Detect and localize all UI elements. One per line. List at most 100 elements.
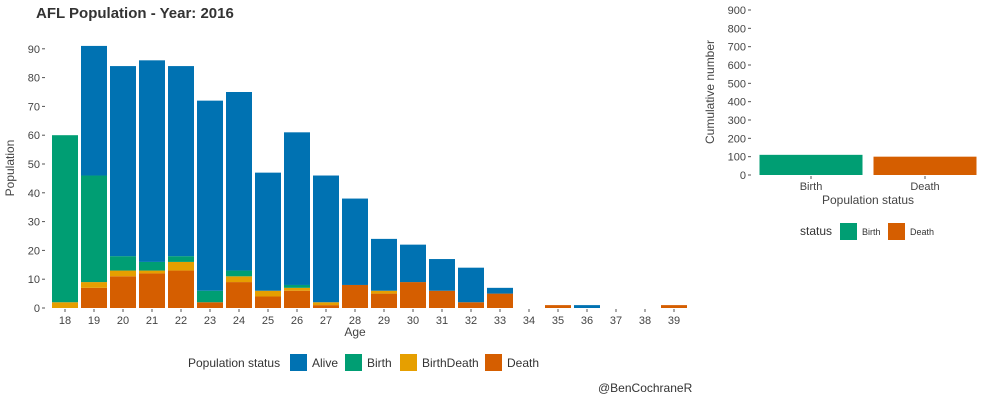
main-x-tick-label: 22: [175, 315, 187, 327]
main-x-tick-label: 27: [320, 315, 332, 327]
bar-segment-birth-age-22: [168, 256, 194, 262]
bar-segment-alive-age-19: [81, 45, 107, 176]
main-x-tick-label: 33: [494, 315, 506, 327]
main-y-tick-label: 50: [28, 159, 40, 171]
bar-segment-alive-age-23: [197, 100, 223, 291]
main-y-tick-label: 10: [28, 274, 40, 286]
bar-segment-alive-age-31: [429, 259, 455, 291]
bar-segment-alive-age-20: [110, 66, 136, 257]
bar-segment-birthdeath-age-26: [284, 287, 310, 291]
main-y-tick-label: 80: [28, 73, 40, 85]
main-x-tick-label: 35: [552, 315, 564, 327]
side-legend-label-birth: Birth: [862, 227, 881, 237]
bar-segment-alive-age-22: [168, 66, 194, 257]
main-legend-swatch-birthdeath: [400, 354, 417, 371]
main-x-tick-label: 23: [204, 315, 216, 327]
side-y-tick-label: 700: [728, 42, 746, 54]
bar-segment-death-age-22: [168, 270, 194, 308]
bar-segment-alive-age-30: [400, 244, 426, 283]
main-x-tick-label: 21: [146, 315, 158, 327]
cumulative-bar-death: [873, 156, 977, 175]
main-legend-label-death: Death: [507, 356, 539, 370]
main-x-tick-label: 28: [349, 315, 361, 327]
bar-segment-death-age-27: [313, 305, 339, 308]
bar-segment-death-age-35: [545, 305, 571, 308]
cumulative-bar-chart: 0 100 200 300 400 500 600 700 800 900 Birth Death: [728, 5, 977, 193]
bar-segment-alive-age-28: [342, 198, 368, 285]
main-y-tick-label: 40: [28, 188, 40, 200]
bar-segment-alive-age-26: [284, 132, 310, 285]
bar-segment-death-age-29: [371, 293, 397, 308]
cumulative-bar-birth: [759, 154, 863, 175]
main-x-tick-label: 30: [407, 315, 419, 327]
side-y-tick-label: 200: [728, 133, 746, 145]
bar-segment-alive-age-36: [574, 305, 600, 308]
main-x-tick-label: 24: [233, 315, 245, 327]
bar-segment-birth-age-24: [226, 270, 252, 277]
bar-segment-death-age-39: [661, 305, 687, 308]
side-legend-swatch-death: [888, 223, 905, 240]
main-y-tick-label: 60: [28, 130, 40, 142]
main-y-tick-label: 90: [28, 44, 40, 56]
side-legend-label-death: Death: [910, 227, 934, 237]
main-x-tick-label: 25: [262, 315, 274, 327]
side-x-tick-label: Death: [910, 181, 939, 193]
main-x-tick-label: 39: [668, 315, 680, 327]
main-y-tick-label: 20: [28, 245, 40, 257]
bar-segment-death-age-20: [110, 276, 136, 308]
side-x-axis-title: Population status: [822, 193, 914, 207]
main-legend-label-alive: Alive: [312, 356, 338, 370]
main-bar-chart: 0 10 20 30 40 50 60 70 80 90 18 19 20 21 22 23 24 25 26 27 2…: [28, 44, 687, 327]
bar-segment-birth-age-23: [197, 290, 223, 303]
bar-segment-birth-age-18: [52, 135, 78, 303]
main-x-tick-label: 37: [610, 315, 622, 327]
credit-text: @BenCochraneR: [598, 381, 693, 395]
bar-segment-death-age-26: [284, 290, 310, 308]
main-y-tick-label: 30: [28, 217, 40, 229]
bar-segment-birth-age-21: [139, 261, 165, 271]
bar-segment-alive-age-25: [255, 172, 281, 291]
bar-segment-birthdeath-age-21: [139, 270, 165, 274]
bar-segment-birthdeath-age-18: [52, 302, 78, 308]
main-y-tick-label: 0: [34, 303, 40, 315]
bar-segment-death-age-33: [487, 293, 513, 308]
bar-segment-birthdeath-age-25: [255, 290, 281, 297]
bar-segment-birthdeath-age-19: [81, 282, 107, 288]
chart-title: AFL Population - Year: 2016: [36, 5, 234, 22]
main-legend: Population status Alive Birth BirthDeath Dea…: [188, 354, 539, 371]
bar-segment-alive-age-33: [487, 287, 513, 294]
main-x-tick-label: 20: [117, 315, 129, 327]
side-y-tick-label: 400: [728, 97, 746, 109]
bar-segment-birthdeath-age-22: [168, 261, 194, 271]
bar-segment-alive-age-21: [139, 60, 165, 262]
bar-segment-death-age-32: [458, 302, 484, 308]
side-y-tick-label: 500: [728, 78, 746, 90]
side-legend-swatch-birth: [840, 223, 857, 240]
main-y-tick-label: 70: [28, 101, 40, 113]
bar-segment-birthdeath-age-27: [313, 302, 339, 306]
side-y-tick-label: 900: [728, 5, 746, 17]
side-y-tick-label: 600: [728, 60, 746, 72]
main-x-tick-label: 19: [88, 315, 100, 327]
main-legend-title: Population status: [188, 356, 280, 370]
bar-segment-birth-age-20: [110, 256, 136, 271]
side-legend-title: status: [800, 224, 832, 238]
main-y-axis-title: Population: [3, 140, 17, 197]
main-x-tick-label: 29: [378, 315, 390, 327]
bar-segment-birth-age-26: [284, 284, 310, 288]
main-legend-swatch-birth: [345, 354, 362, 371]
side-y-tick-label: 800: [728, 23, 746, 35]
side-y-tick-label: 300: [728, 115, 746, 127]
main-x-tick-label: 36: [581, 315, 593, 327]
bar-segment-birth-age-19: [81, 175, 107, 283]
side-y-axis-title: Cumulative number: [703, 40, 717, 144]
bar-segment-death-age-21: [139, 273, 165, 308]
side-legend: status Birth Death: [800, 223, 934, 240]
main-x-tick-label: 38: [639, 315, 651, 327]
side-x-tick-label: Birth: [800, 181, 823, 193]
bar-segment-birthdeath-age-24: [226, 276, 252, 283]
main-legend-label-birthdeath: BirthDeath: [422, 356, 479, 370]
bar-segment-alive-age-24: [226, 92, 252, 271]
bar-segment-death-age-28: [342, 284, 368, 308]
